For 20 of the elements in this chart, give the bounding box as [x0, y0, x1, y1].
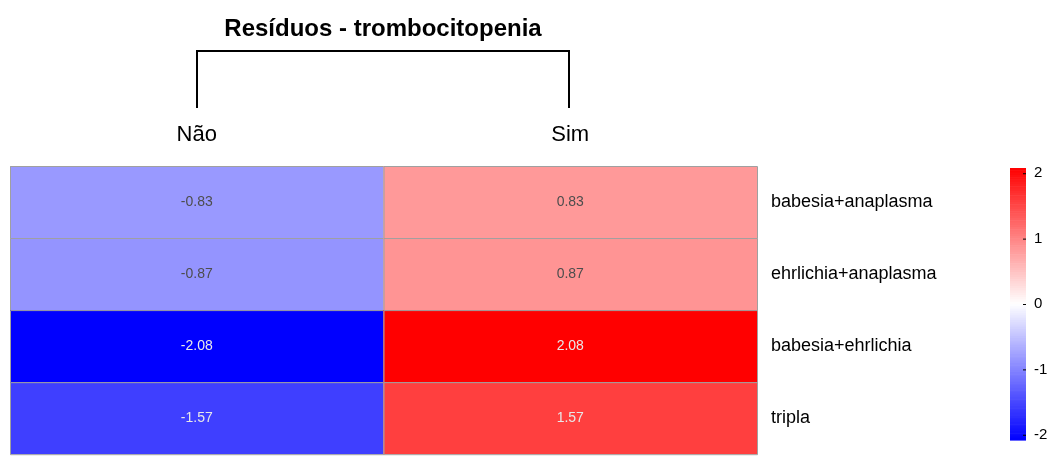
color-bar-label: 0 — [1034, 294, 1043, 312]
y-tick-label: ehrlichia+anaplasma — [771, 263, 938, 284]
x-tick-label: Não — [176, 120, 217, 146]
color-bar-label: 1 — [1034, 228, 1043, 246]
chart-title: Resíduos - trombocitopenia — [223, 14, 543, 42]
data-label: -2.08 — [180, 336, 213, 353]
data-label: 0.83 — [556, 192, 585, 209]
data-label: -0.83 — [180, 192, 213, 209]
data-label: -1.57 — [180, 409, 213, 426]
color-bar-label: -1 — [1034, 359, 1048, 377]
data-label: -0.87 — [180, 264, 213, 281]
y-tick-label: tripla — [771, 407, 811, 428]
color-bar-label: 2 — [1034, 163, 1043, 181]
y-tick-label: babesia+anaplasma — [771, 190, 934, 211]
x-tick-label: Sim — [551, 120, 590, 146]
data-label: 0.87 — [556, 264, 585, 281]
y-tick-label: babesia+ehrlichia — [771, 335, 913, 356]
data-label: 2.08 — [556, 336, 585, 353]
color-bar-label: -2 — [1034, 424, 1048, 442]
data-label: 1.57 — [556, 409, 585, 426]
